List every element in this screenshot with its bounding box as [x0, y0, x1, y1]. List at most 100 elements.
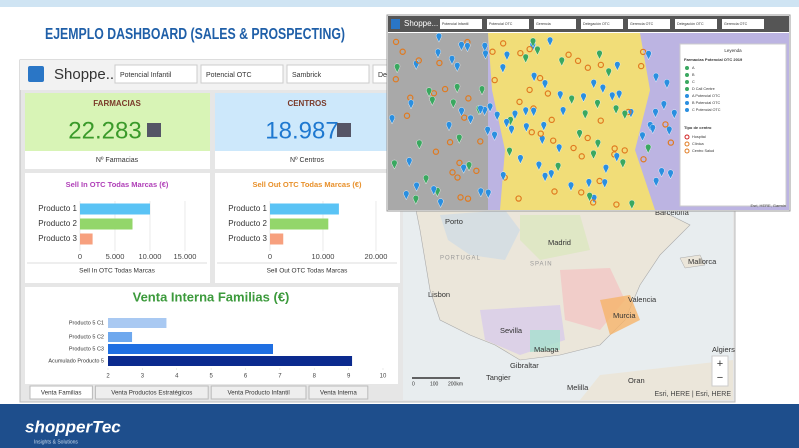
map-pin: [477, 105, 484, 115]
map-pin: [482, 49, 489, 60]
map-pin: [406, 157, 413, 168]
map-pin: [582, 109, 589, 120]
scale-label: 0: [412, 381, 415, 387]
legend-item: A Potencial OTC: [692, 94, 720, 98]
zoom-in[interactable]: +: [717, 358, 723, 370]
place-label: PORTUGAL: [440, 256, 481, 262]
legend: [679, 43, 787, 207]
legend-marker: [684, 134, 690, 140]
x-tick-label: 10.000: [139, 252, 162, 261]
kpi-card: [215, 93, 400, 151]
map-pin: [544, 90, 552, 97]
map-pin: [466, 161, 473, 172]
map-pin: [640, 156, 647, 163]
map-pin: [392, 38, 400, 46]
map-pin: [555, 162, 562, 172]
map-pin: [565, 51, 572, 58]
map-pin: [558, 56, 565, 67]
tab[interactable]: [308, 385, 369, 400]
map-pin: [534, 45, 541, 56]
map-pin: [613, 201, 620, 208]
legend-item: Centro Salud: [692, 149, 714, 153]
overlay-filter[interactable]: [440, 19, 482, 29]
place-label: Gibraltar: [510, 361, 539, 370]
map-pin: [605, 67, 612, 78]
map-pin: [456, 159, 463, 167]
map-pin: [568, 95, 575, 105]
tab[interactable]: [210, 385, 307, 400]
map-pin: [584, 134, 591, 142]
legend-marker: [685, 66, 689, 70]
tab-label: Venta Productos Estratégicos: [111, 390, 192, 397]
overlay-zone: [388, 33, 488, 210]
kpi-value: 22.283: [68, 117, 141, 144]
map-pin: [567, 181, 574, 192]
map-pin: [671, 109, 678, 120]
category-label: Acumulado Producto 5: [48, 358, 104, 364]
tab[interactable]: [94, 385, 209, 400]
map-pin: [432, 148, 440, 155]
overlay-filter-label: Potencial OTC: [489, 22, 513, 26]
map-pin: [652, 72, 659, 83]
legend-marker: [684, 148, 690, 154]
x-tick-label: 7: [278, 374, 282, 380]
filter-dropdown[interactable]: [200, 64, 284, 84]
zoom-out[interactable]: −: [717, 372, 723, 384]
map-pin: [394, 63, 401, 74]
bar: [80, 218, 133, 230]
x-tick-label: 20.000: [365, 252, 388, 261]
map-pin: [542, 79, 548, 90]
x-tick-label: 3: [141, 374, 145, 380]
tab-label: Venta Producto Infantil: [227, 390, 289, 397]
filter-dropdown[interactable]: [286, 64, 370, 84]
overlay-filter[interactable]: [487, 19, 529, 29]
legend-item: D Call Centre: [692, 87, 715, 91]
bar: [80, 203, 150, 215]
legend-title: Leyenda: [724, 48, 742, 53]
map-pin: [628, 199, 635, 210]
footer: [0, 404, 799, 448]
map-pin: [412, 195, 419, 205]
overlay-filter[interactable]: [534, 19, 576, 29]
map-pin: [602, 164, 609, 174]
map-pin: [531, 72, 538, 82]
tab[interactable]: [29, 385, 93, 400]
overlay-filter[interactable]: [581, 19, 623, 29]
map-pin: [599, 84, 606, 94]
tagline: Insights & Solutions: [34, 439, 78, 445]
map-pin: [487, 102, 494, 113]
map-pin: [590, 79, 597, 89]
kpi-footer: [215, 151, 400, 169]
map-pin: [560, 106, 567, 117]
map-pin: [658, 167, 665, 178]
map-pin: [574, 57, 582, 65]
legend-item: Hospital: [692, 135, 706, 139]
overlay-filter-label: Gerencia OTC: [630, 22, 654, 26]
bar: [108, 344, 273, 354]
map-pin: [515, 195, 522, 202]
zoom-control[interactable]: [711, 355, 729, 387]
map-pin: [503, 51, 510, 61]
map-pin: [516, 98, 523, 106]
filter-dropdown[interactable]: [114, 64, 198, 84]
map-pin: [484, 126, 491, 136]
map-pin: [528, 129, 535, 136]
overlay-filter[interactable]: [722, 19, 764, 29]
map-pin: [594, 139, 601, 149]
map-pin: [549, 137, 557, 144]
place-label: Malaga: [534, 345, 559, 354]
map-pin: [449, 169, 456, 176]
kpi-value: 18.987: [265, 117, 338, 144]
x-tick-label: 10: [380, 374, 387, 380]
kpi-footer: [25, 151, 210, 169]
map-pin: [645, 50, 652, 61]
overlay-filter[interactable]: [675, 19, 717, 29]
map-pin: [536, 74, 544, 82]
map-pin: [666, 126, 673, 136]
map-pin: [391, 159, 398, 170]
overlay-filter[interactable]: [628, 19, 670, 29]
category-label: Producto 3: [228, 234, 267, 243]
category-label: Producto 1: [228, 204, 267, 213]
map-pin: [584, 64, 592, 71]
map-pin: [458, 41, 465, 52]
